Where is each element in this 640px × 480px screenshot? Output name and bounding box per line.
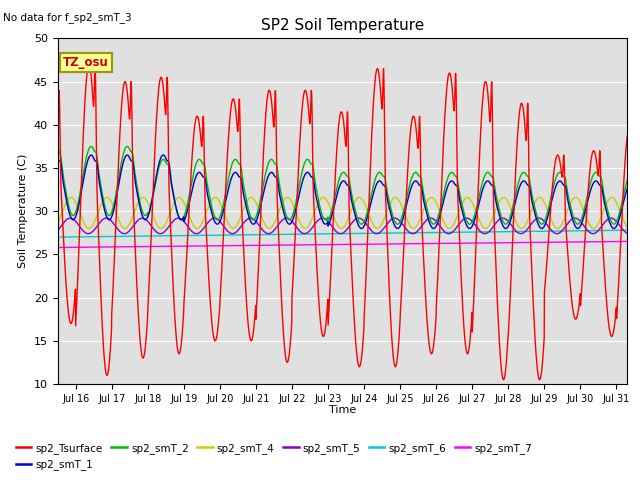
sp2_smT_6 [54,234,61,240]
sp2_smT_1 [623,186,631,192]
sp2_Tsurface [500,377,508,383]
sp2_smT_4 [153,221,161,227]
sp2_smT_6 [551,228,559,234]
sp2_smT_7 [54,245,61,251]
sp2_smT_6 [612,228,620,233]
sp2_smT_2 [612,219,620,225]
sp2_smT_6 [152,233,160,239]
sp2_smT_5 [551,230,559,236]
sp2_smT_4 [103,194,111,200]
sp2_smT_2 [124,144,131,149]
sp2_smT_6 [297,231,305,237]
Line: sp2_smT_4: sp2_smT_4 [58,197,627,228]
sp2_smT_6 [118,233,126,239]
sp2_smT_1 [574,226,582,231]
sp2_smT_7 [297,242,305,248]
Line: sp2_smT_7: sp2_smT_7 [58,241,627,248]
sp2_smT_5 [612,218,620,224]
sp2_smT_7 [612,239,620,244]
Line: sp2_Tsurface: sp2_Tsurface [58,64,627,380]
sp2_smT_5 [337,231,344,237]
Title: SP2 Soil Temperature: SP2 Soil Temperature [260,18,424,33]
sp2_Tsurface [153,115,161,121]
sp2_smT_4 [273,216,280,221]
sp2_Tsurface [297,121,305,127]
sp2_smT_2 [623,178,631,183]
sp2_Tsurface [273,128,280,134]
Line: sp2_smT_5: sp2_smT_5 [58,218,627,234]
sp2_smT_1 [152,173,160,179]
Legend: sp2_Tsurface, sp2_smT_1, sp2_smT_2, sp2_smT_4, sp2_smT_5, sp2_smT_6, sp2_smT_7: sp2_Tsurface, sp2_smT_1, sp2_smT_2, sp2_… [12,439,536,474]
sp2_smT_5 [54,228,61,233]
sp2_smT_2 [273,162,280,168]
sp2_smT_6 [623,228,631,233]
sp2_smT_7 [623,239,631,244]
sp2_smT_4 [612,199,620,205]
sp2_smT_4 [54,221,61,227]
sp2_smT_7 [551,240,559,245]
sp2_smT_7 [118,244,126,250]
sp2_smT_1 [551,186,559,192]
Text: No data for f_sp2_smT_3: No data for f_sp2_smT_3 [3,12,132,23]
sp2_smT_6 [272,231,280,237]
sp2_smT_2 [574,221,582,227]
X-axis label: Time: Time [329,405,356,415]
sp2_smT_2 [118,154,126,160]
sp2_smT_1 [273,174,280,180]
sp2_smT_4 [551,224,559,230]
sp2_Tsurface [85,61,93,67]
sp2_Tsurface [119,89,127,95]
sp2_smT_4 [301,226,309,231]
sp2_smT_1 [54,155,61,161]
sp2_smT_7 [152,243,160,249]
sp2_smT_5 [623,230,631,236]
sp2_smT_2 [153,175,161,180]
sp2_smT_5 [535,215,543,221]
sp2_smT_1 [118,162,126,168]
sp2_smT_4 [119,225,127,230]
sp2_smT_2 [297,174,305,180]
sp2_smT_1 [297,184,305,190]
Line: sp2_smT_2: sp2_smT_2 [58,146,627,224]
sp2_Tsurface [54,119,61,124]
sp2_smT_5 [152,229,160,235]
sp2_smT_5 [297,229,305,235]
sp2_smT_1 [159,152,167,158]
sp2_Tsurface [623,133,631,139]
sp2_smT_4 [623,224,631,230]
sp2_smT_5 [118,230,126,236]
Y-axis label: Soil Temperature (C): Soil Temperature (C) [18,154,28,268]
Line: sp2_smT_1: sp2_smT_1 [58,155,627,228]
sp2_smT_7 [272,242,280,248]
Line: sp2_smT_6: sp2_smT_6 [58,230,627,237]
sp2_Tsurface [612,304,620,310]
sp2_smT_2 [54,147,61,153]
Text: TZ_osu: TZ_osu [63,56,109,69]
sp2_smT_5 [272,225,280,231]
sp2_Tsurface [551,160,559,166]
sp2_smT_1 [612,223,620,229]
sp2_smT_2 [551,179,559,184]
sp2_smT_4 [297,221,305,227]
